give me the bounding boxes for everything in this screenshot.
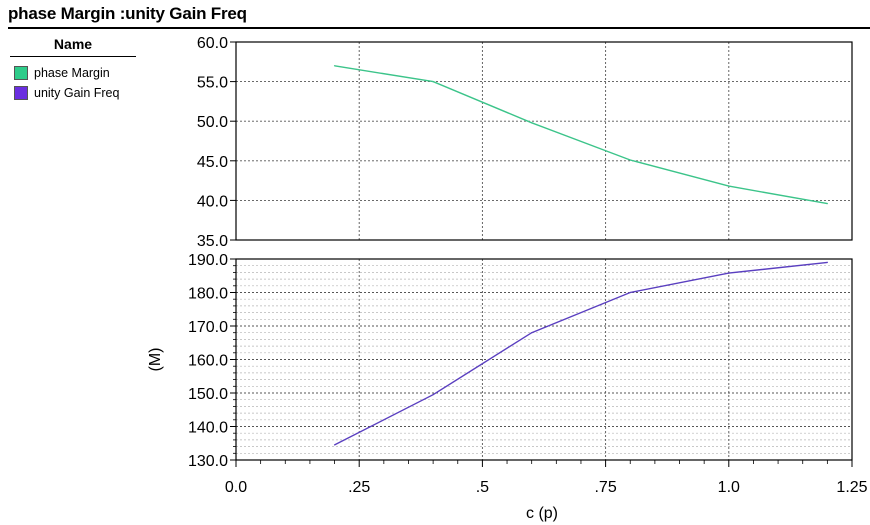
title-rule — [8, 27, 870, 29]
legend-swatch-phase-margin — [14, 66, 28, 80]
data-point-phase-margin — [826, 202, 828, 205]
y-axis-title: (M) — [147, 348, 164, 372]
y-tick-label: 50.0 — [197, 114, 228, 131]
x-axis: 0.0 .25 .5 .75 1.0 1.25 c (p) — [225, 460, 868, 522]
x-tick-label: 0.0 — [225, 479, 247, 496]
data-point-phase-margin — [333, 65, 336, 67]
y-tick-label: 60.0 — [197, 35, 228, 52]
y-tick-label: 180.0 — [188, 286, 228, 303]
plot-frame — [235, 41, 853, 241]
legend-label-phase-margin: phase Margin — [34, 66, 110, 80]
x-tick-label: .75 — [594, 479, 616, 496]
data-point-unity-gain-freq — [432, 394, 434, 396]
x-tick-label: 1.25 — [836, 479, 867, 496]
legend-item-phase-margin[interactable]: phase Margin — [10, 63, 136, 83]
series-line-unity-gain-freq — [334, 261, 828, 446]
data-point-unity-gain-freq — [826, 261, 828, 263]
y-tick-label: 190.0 — [188, 252, 228, 269]
y-tick-label: 160.0 — [188, 353, 228, 370]
data-point-unity-gain-freq — [629, 291, 631, 294]
data-point-unity-gain-freq — [333, 444, 336, 446]
legend-header: Name — [10, 36, 136, 57]
plot-panel-phase-margin: 35.0 40.0 45.0 50.0 55.0 60.0 — [197, 35, 853, 250]
x-tick-label: .25 — [348, 479, 370, 496]
y-tick-label: 130.0 — [188, 453, 228, 470]
y-tick-label: 140.0 — [188, 420, 228, 437]
y-tick-label: 45.0 — [197, 154, 228, 171]
data-point-phase-margin — [728, 185, 730, 187]
data-point-phase-margin — [629, 159, 631, 161]
y-tick-label: 150.0 — [188, 386, 228, 403]
series-line-phase-margin — [334, 65, 828, 205]
legend: Name phase Margin unity Gain Freq — [10, 36, 136, 103]
data-point-phase-margin — [531, 122, 533, 124]
data-point-unity-gain-freq — [531, 332, 533, 334]
x-tick-label: .5 — [476, 479, 489, 496]
legend-item-unity-gain-freq[interactable]: unity Gain Freq — [10, 83, 136, 103]
y-tick-label: 35.0 — [197, 233, 228, 250]
x-axis-title: c (p) — [526, 505, 558, 522]
legend-label-unity-gain-freq: unity Gain Freq — [34, 86, 120, 100]
y-tick-label: 170.0 — [188, 319, 228, 336]
data-point-phase-margin — [432, 81, 434, 83]
x-tick-label: 1.0 — [718, 479, 740, 496]
legend-swatch-unity-gain-freq — [14, 86, 28, 100]
y-tick-label: 40.0 — [197, 193, 228, 210]
chart-title: phase Margin :unity Gain Freq — [8, 4, 247, 23]
data-point-unity-gain-freq — [728, 272, 730, 274]
plot-panel-unity-gain-freq: 130.0 140.0 150.0 160.0 170.0 180.0 190.0 (M) — [147, 252, 853, 470]
y-tick-label: 55.0 — [197, 75, 228, 92]
